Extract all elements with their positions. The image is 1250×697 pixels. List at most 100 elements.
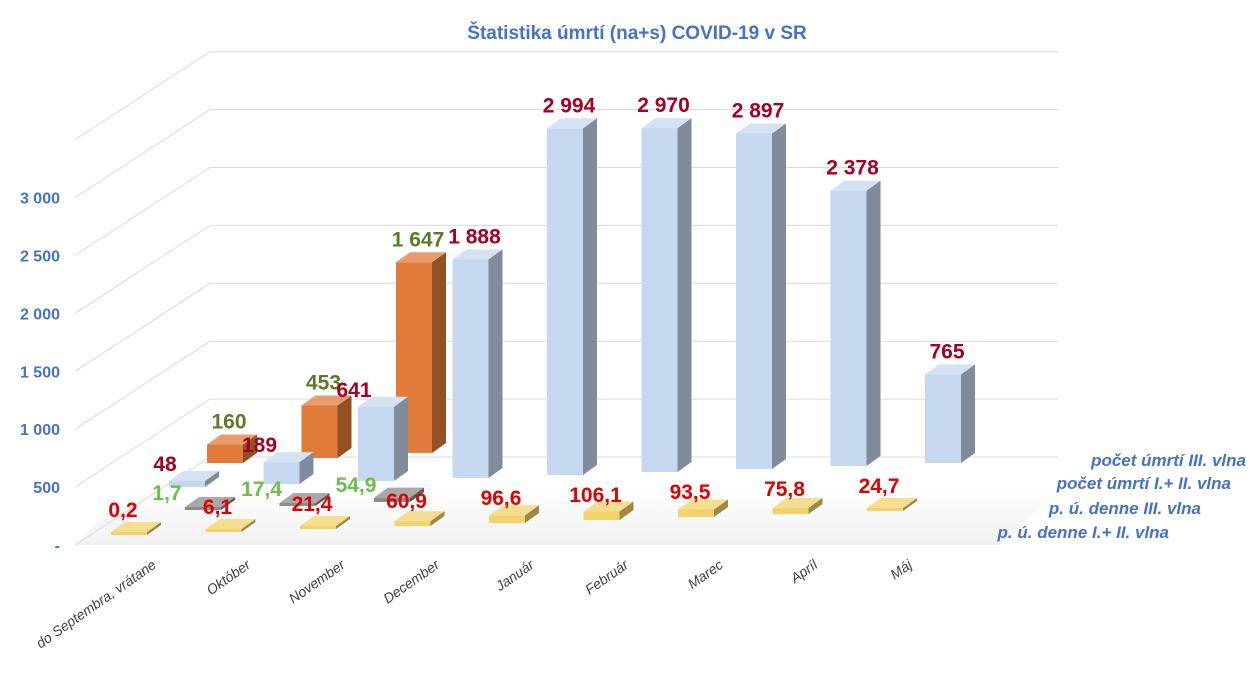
legend: počet úmrtí III. vlna počet úmrtí I.+ II.… [997,451,1246,542]
bar-top [263,452,314,463]
bar-side [221,497,235,510]
bar-side [337,395,352,458]
bar-side [430,511,445,526]
bar-side [961,364,975,463]
bar-side [336,516,350,529]
bar-1-7 [736,123,786,469]
legend-entry: počet úmrtí III. vlna [1090,451,1246,470]
bar-1-2 [263,452,314,484]
bar-front [925,374,961,463]
bar-1-8 [830,180,881,466]
bar-front [641,128,678,472]
y-tick-label: 2 500 [20,249,60,266]
bar-top [374,487,424,498]
data-label: 641 [336,379,371,402]
data-label: 17,4 [241,478,282,501]
bar-4-5 [489,505,539,523]
bar-side [583,118,597,475]
bar-side [714,499,728,517]
data-label: 189 [242,434,277,457]
bar-3-3 [374,487,424,502]
bar-side [394,396,408,481]
bar-side [677,118,692,472]
data-label: 106,1 [569,484,622,507]
bar-top [830,180,881,191]
bar-front [300,526,336,529]
bar-front [169,481,205,487]
data-label: 2 897 [732,100,785,123]
data-label: 765 [929,340,964,363]
bar-side [315,493,330,506]
bar-top [489,505,539,516]
bar-front [772,507,809,514]
data-label: 453 [306,372,341,395]
bar-front [830,190,867,466]
bar-side [903,498,917,511]
bar-front [547,128,583,475]
bar-front [736,133,772,469]
data-label: 2 994 [543,94,596,117]
bar-top [205,519,256,529]
bar-side [243,434,257,463]
data-label: 2 970 [637,94,690,117]
gridline-wall [74,51,211,141]
data-label: 160 [211,410,246,433]
bar-top [169,471,219,481]
bar-top [452,249,503,260]
bar-side [205,471,219,487]
data-labels: 160 453 1 647 48 189 641 1 888 2 994 2 970 2 897 2… [108,94,964,522]
bar-4-8 [772,497,823,514]
bar-side [432,252,446,453]
bar-side [525,505,539,523]
gridline-wall [74,224,211,314]
data-label: 0,2 [108,499,137,522]
bar-2-1 [207,434,257,463]
bar-front [452,259,489,478]
x-tick-label: Marec [685,556,726,591]
x-tick-label: December [380,556,443,607]
x-tick-label: Apríl [787,556,821,587]
legend-entry: p. ú. denne I.+ II. vlna [997,523,1169,542]
bar-4-7 [678,499,728,517]
bar-top [300,516,350,526]
bar-side [772,123,786,469]
bar-top [583,501,634,512]
bar-front [205,529,242,532]
x-tick-label: Február [582,556,632,598]
bar-top [396,252,446,263]
y-tick-label: 2 000 [20,306,60,323]
data-label: 2 378 [826,157,879,180]
gridline-wall [74,340,211,430]
legend-entry: p. ú. denne III. vlna [1048,499,1201,518]
data-label: 1 647 [392,228,445,251]
bar-front [489,515,525,523]
bar-4-9 [867,498,917,511]
data-label: 75,8 [764,478,805,501]
bar-1-6 [641,118,692,472]
bar-top [111,522,161,532]
x-tick-label: do Septembra, vrátane [33,556,159,651]
data-label: 60,9 [386,490,427,513]
bar-top [641,118,692,129]
bar-front [111,532,147,535]
bar-side [619,501,634,520]
bar-side [299,452,314,484]
bar-front [374,497,410,502]
bar-front [583,511,620,520]
bar-front [279,503,316,506]
bar-4-2 [205,519,256,532]
bar-top [772,497,823,508]
bar-top [925,364,975,375]
y-axis: - 500 1 000 1 500 2 000 2 500 3 000 [20,191,60,555]
bar-side [488,249,503,478]
bar-front [185,507,221,510]
bars [111,118,975,535]
data-label: 93,5 [670,481,711,504]
bar-top [358,396,408,407]
bar-1-4 [452,249,503,478]
data-label: 1,7 [152,482,181,505]
y-tick-label: 500 [33,480,60,497]
data-label: 48 [153,453,177,476]
bar-top [185,497,235,507]
